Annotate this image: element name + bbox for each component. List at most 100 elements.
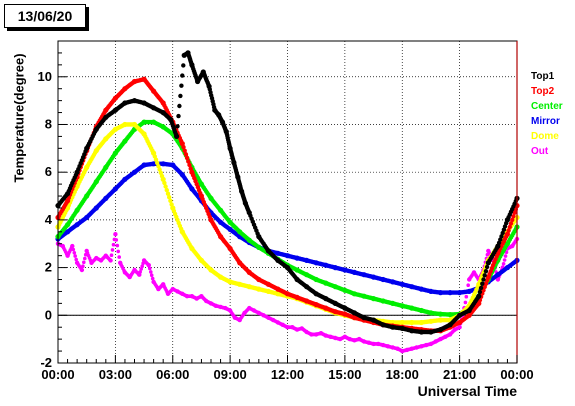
legend-entry-top2: Top2 xyxy=(531,86,555,97)
data-point-interp xyxy=(177,103,182,109)
data-point-interp xyxy=(149,270,153,274)
data-point-interp xyxy=(183,152,189,157)
data-point-interp xyxy=(176,113,181,119)
data-point-interp xyxy=(178,93,183,99)
y-tick-label: 4 xyxy=(45,212,53,227)
x-tick-label: 06:00 xyxy=(156,367,189,382)
series-layer xyxy=(55,50,520,354)
data-point-interp xyxy=(164,187,169,193)
data-point-interp xyxy=(464,294,469,299)
data-point xyxy=(113,232,118,237)
data-point-interp xyxy=(152,154,157,159)
x-tick-label: 15:00 xyxy=(328,367,361,382)
data-point-interp xyxy=(501,227,507,232)
data-point-interp xyxy=(114,238,119,242)
data-point-interp xyxy=(504,250,509,255)
data-point xyxy=(160,176,166,182)
data-point-interp xyxy=(139,267,143,271)
data-point-interp xyxy=(466,283,471,288)
data-point-interp xyxy=(483,269,489,274)
legend: Top1 Top2 Center Mirror Dome Out xyxy=(531,69,575,159)
x-tick-label: 00:00 xyxy=(41,367,74,382)
data-point-interp xyxy=(150,276,155,281)
chart-title: 13/06/20 xyxy=(4,4,86,28)
data-point xyxy=(457,325,462,330)
data-point-interp xyxy=(500,230,505,236)
x-tick-label: 09:00 xyxy=(214,367,247,382)
data-point-interp xyxy=(115,243,120,248)
data-point-interp xyxy=(184,155,190,161)
data-point-interp xyxy=(138,270,142,274)
data-point-interp xyxy=(508,221,514,226)
data-point-interp xyxy=(483,281,489,286)
data-point-interp xyxy=(149,273,154,278)
y-axis: -2 0 2 4 6 8 10 xyxy=(38,40,67,370)
data-point-interp xyxy=(484,264,490,270)
data-point-interp xyxy=(481,277,486,282)
legend-entry-top1: Top1 xyxy=(531,71,555,82)
data-point xyxy=(179,141,185,147)
data-point-interp xyxy=(157,167,162,172)
data-point-interp xyxy=(181,144,186,150)
data-point-interp xyxy=(498,237,503,242)
x-tick-label: 18:00 xyxy=(386,367,419,382)
data-point-interp xyxy=(163,184,168,189)
data-point-interp xyxy=(167,195,172,200)
y-tick-label: 2 xyxy=(45,260,52,275)
data-point xyxy=(146,263,151,268)
data-point-interp xyxy=(502,258,507,262)
data-point-interp xyxy=(111,242,116,247)
data-point-interp xyxy=(506,228,511,233)
x-tick-label: 21:00 xyxy=(443,367,476,382)
data-point-interp xyxy=(73,254,77,258)
legend-entry-center: Center xyxy=(531,101,563,112)
data-point-interp xyxy=(110,248,115,252)
series-center xyxy=(55,119,520,318)
data-point-interp xyxy=(179,83,184,88)
y-tick-label: 6 xyxy=(45,164,52,179)
data-point-interp xyxy=(511,214,516,219)
data-point-interp xyxy=(116,249,120,254)
data-point-interp xyxy=(512,210,517,215)
data-point-interp xyxy=(187,162,192,168)
data-point-interp xyxy=(477,289,483,295)
data-point-interp xyxy=(81,264,85,269)
data-point-interp xyxy=(182,148,187,153)
data-point-interp xyxy=(175,124,180,129)
y-tick-label: -2 xyxy=(40,355,52,370)
data-point-interp xyxy=(109,253,114,257)
legend-entry-out: Out xyxy=(531,146,549,157)
data-point-interp xyxy=(180,73,185,78)
data-point-interp xyxy=(480,281,485,286)
data-point-interp xyxy=(482,273,487,278)
data-point xyxy=(108,258,113,263)
data-point-interp xyxy=(72,251,77,255)
data-point xyxy=(504,231,510,237)
data-point-interp xyxy=(482,284,487,290)
plot-frame xyxy=(57,40,518,364)
x-axis-label: Universal Time xyxy=(417,383,517,399)
data-point-interp xyxy=(83,256,87,261)
data-point-interp xyxy=(74,257,78,262)
y-tick-label: 0 xyxy=(45,307,52,322)
data-point-interp xyxy=(155,160,160,166)
data-point-interp xyxy=(140,264,144,269)
data-point-interp xyxy=(71,247,76,252)
data-point-interp xyxy=(162,180,167,186)
series-top2 xyxy=(55,76,520,334)
y-axis-label: Temperature(degree) xyxy=(11,53,27,183)
data-point-interp xyxy=(503,254,508,258)
y-tick-label: 8 xyxy=(45,116,52,131)
series-top1 xyxy=(55,50,520,335)
data-point-interp xyxy=(510,217,515,223)
legend-entry-mirror: Mirror xyxy=(531,116,560,127)
data-point xyxy=(476,293,482,299)
data-point-interp xyxy=(168,198,173,203)
data-point-interp xyxy=(478,285,484,291)
data-point-interp xyxy=(148,266,152,271)
data-point-interp xyxy=(501,262,506,266)
data-point-interp xyxy=(507,224,512,230)
x-tick-label: 03:00 xyxy=(99,367,132,382)
x-axis: 00:00 03:00 06:00 09:00 12:00 15:00 18:00 21:00… xyxy=(41,355,534,382)
